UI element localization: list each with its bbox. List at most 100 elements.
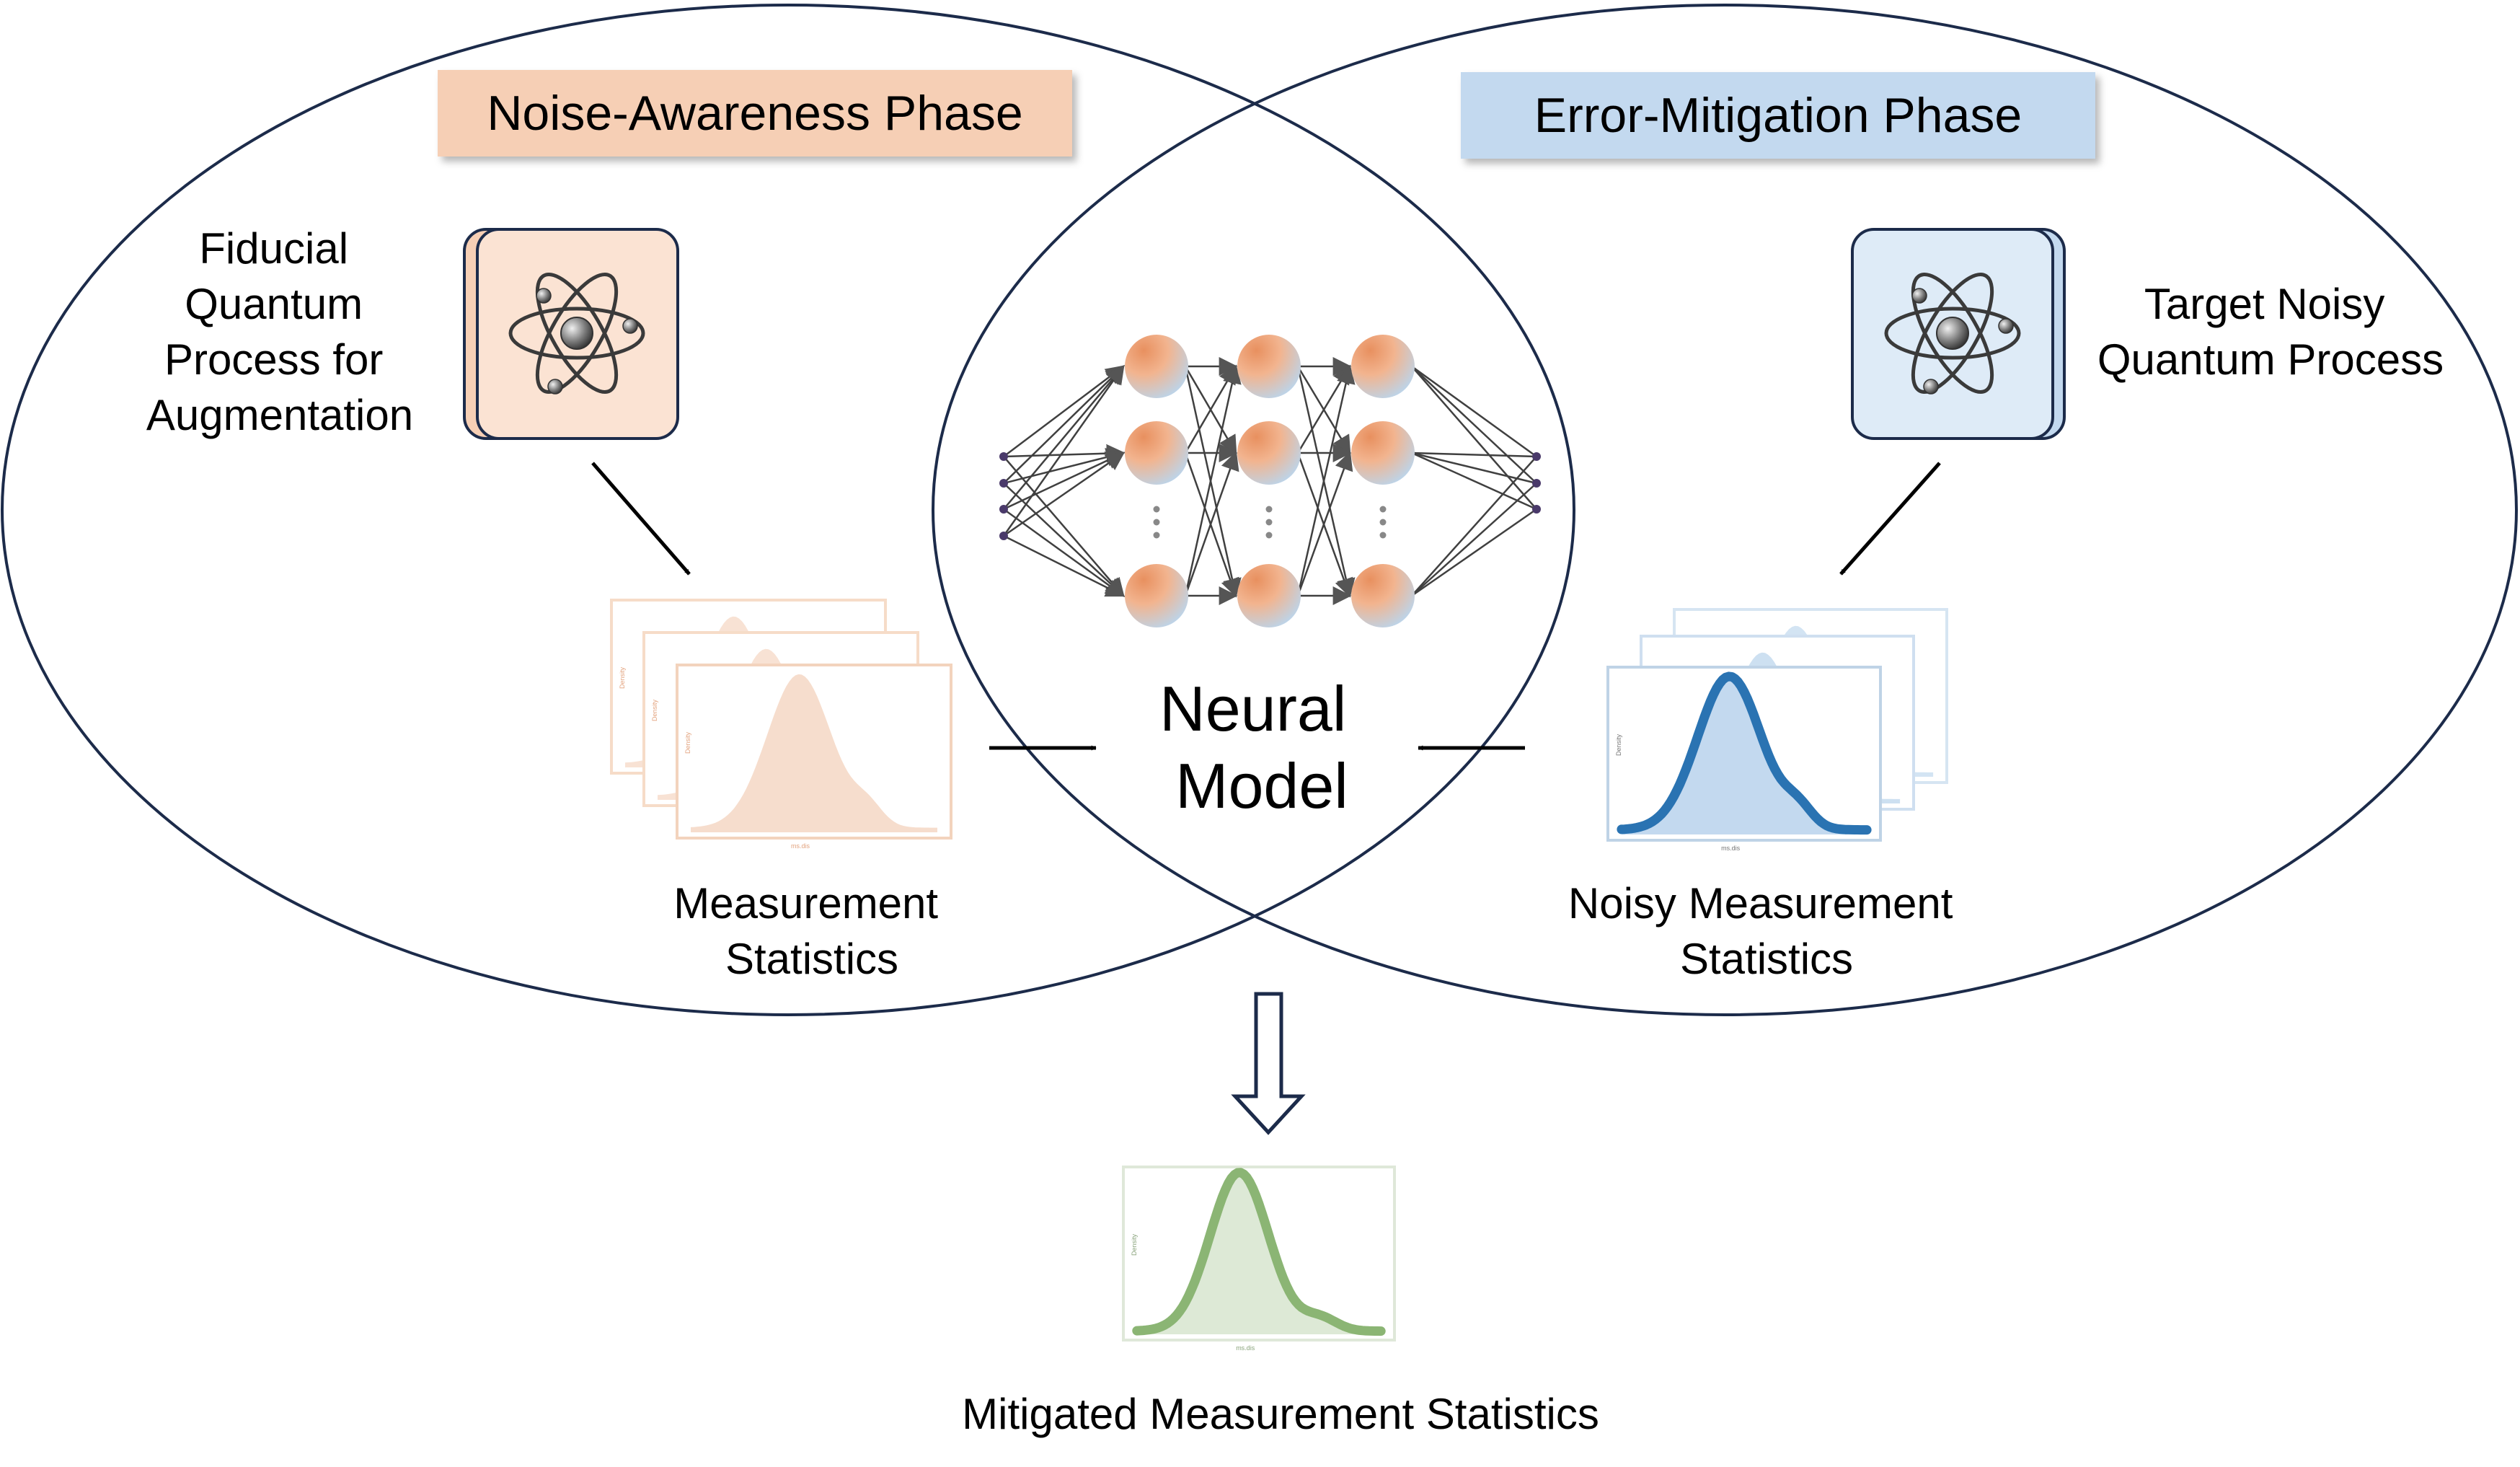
- plot-y-axis-label: Density: [651, 699, 658, 721]
- neuron: [1237, 421, 1301, 485]
- target-process-card: [1851, 228, 2066, 440]
- ellipsis-dot: [1379, 519, 1387, 526]
- neuron: [1237, 335, 1301, 398]
- noise-awareness-phase-title: Noise-Awareness Phase: [487, 86, 1022, 141]
- electron: [1911, 288, 1927, 304]
- ellipsis-dot: [1379, 532, 1387, 539]
- io-node: [1532, 452, 1541, 461]
- ellipsis-dot: [1153, 506, 1160, 513]
- network-edge: [1411, 451, 1537, 511]
- measurement-statistics-label: Measurement Statistics: [673, 879, 950, 983]
- atom-icon: [508, 273, 645, 395]
- network-edge: [1184, 451, 1239, 596]
- io-node: [999, 452, 1008, 461]
- plot-y-axis-label: Density: [684, 731, 691, 754]
- density-area: [691, 674, 937, 832]
- network-edge: [1296, 364, 1356, 596]
- density-curve: [1132, 1168, 1386, 1336]
- electron: [536, 288, 552, 304]
- orbit: [535, 273, 619, 394]
- network-edge: [1003, 365, 1126, 457]
- error-mitigation-phase-title: Error-Mitigation Phase: [1534, 88, 2022, 143]
- network-edge: [1003, 448, 1126, 485]
- ellipsis-dot: [1265, 519, 1273, 526]
- mitigated-statistics-plot: Density ms.dis: [1122, 1166, 1396, 1352]
- io-node: [1532, 505, 1541, 514]
- plot-y-axis-label: Density: [619, 666, 626, 689]
- network-edge: [1411, 451, 1537, 485]
- atom-icon: [1884, 273, 2021, 395]
- plot-y-axis-label: Density: [1615, 734, 1622, 756]
- electron: [622, 318, 638, 334]
- ellipsis-dot: [1265, 506, 1273, 513]
- network-edge: [1003, 365, 1125, 510]
- neural-network-icon: [999, 335, 1541, 627]
- noisy-measurement-statistics-plots: Density ms.dis: [1606, 608, 1948, 852]
- electron: [1923, 379, 1939, 395]
- network-edge: [1003, 444, 1126, 463]
- neuron: [1125, 421, 1188, 485]
- plot-x-axis-label: ms.dis: [1721, 845, 1741, 852]
- neuron: [1351, 564, 1415, 627]
- plot-x-axis-label: ms.dis: [1236, 1344, 1255, 1352]
- noise-awareness-phase-box: Noise-Awareness Phase: [438, 70, 1072, 157]
- mitigated-statistics-label: Mitigated Measurement Statistics: [962, 1390, 1599, 1438]
- ellipsis-dot: [1153, 532, 1160, 539]
- network-edge: [1003, 508, 1126, 597]
- network-edge: [1184, 364, 1242, 596]
- neuron: [1125, 335, 1188, 398]
- plot-y-axis-label: Density: [1131, 1233, 1138, 1256]
- neuron: [1125, 564, 1188, 627]
- network-edge: [1411, 483, 1537, 596]
- network-edge: [1411, 456, 1537, 596]
- density-area: [1136, 1172, 1381, 1334]
- neural-model-label: Neural Model: [1159, 673, 1364, 821]
- arrow-fiducial-to-stats: [591, 462, 691, 576]
- network-edge: [1002, 364, 1125, 537]
- io-node: [999, 479, 1008, 488]
- neuron: [1351, 421, 1415, 485]
- density-curve: [1617, 671, 1872, 835]
- arrow-target-to-stats: [1839, 462, 1941, 576]
- network-edge: [1003, 483, 1125, 597]
- noise-awareness-region: [1, 4, 1575, 1016]
- nucleus: [1936, 317, 1969, 350]
- network-edge: [1003, 534, 1126, 597]
- network-edge: [1003, 451, 1126, 537]
- ellipsis-dot: [1379, 506, 1387, 513]
- orbit: [1911, 273, 1994, 394]
- network-edge: [1411, 365, 1537, 458]
- plot-x-axis-label: ms.dis: [791, 842, 810, 850]
- electron: [1998, 318, 2014, 334]
- network-edge: [1296, 451, 1353, 596]
- neuron: [1237, 564, 1301, 627]
- output-arrow: [1231, 992, 1306, 1135]
- orbit: [1911, 273, 1994, 394]
- network-edge: [1003, 365, 1125, 484]
- io-node: [999, 505, 1008, 514]
- density-area: [1621, 676, 1867, 834]
- network-edge: [1411, 508, 1537, 597]
- target-process-label: Target Noisy Quantum Process: [2097, 280, 2444, 384]
- fiducial-process-label: Fiducial Quantum Process for Augmentatio…: [146, 224, 413, 439]
- neuron: [1351, 335, 1415, 398]
- ellipsis-dot: [1265, 532, 1273, 539]
- network-edge: [1411, 366, 1537, 484]
- orbit: [1884, 307, 2021, 360]
- error-mitigation-phase-box: Error-Mitigation Phase: [1461, 72, 2095, 159]
- nucleus: [560, 317, 593, 350]
- error-mitigation-region: [932, 4, 2518, 1016]
- orbit: [535, 273, 619, 394]
- noisy-measurement-statistics-label: Noisy Measurement Statistics: [1568, 879, 1965, 983]
- io-node: [1532, 479, 1541, 488]
- network-edge: [1411, 451, 1537, 458]
- fiducial-process-card: [463, 228, 679, 440]
- ellipsis-dot: [1153, 519, 1160, 526]
- network-edge: [1003, 456, 1125, 597]
- orbit: [508, 307, 645, 360]
- network-edge: [1411, 366, 1537, 510]
- electron: [547, 379, 563, 395]
